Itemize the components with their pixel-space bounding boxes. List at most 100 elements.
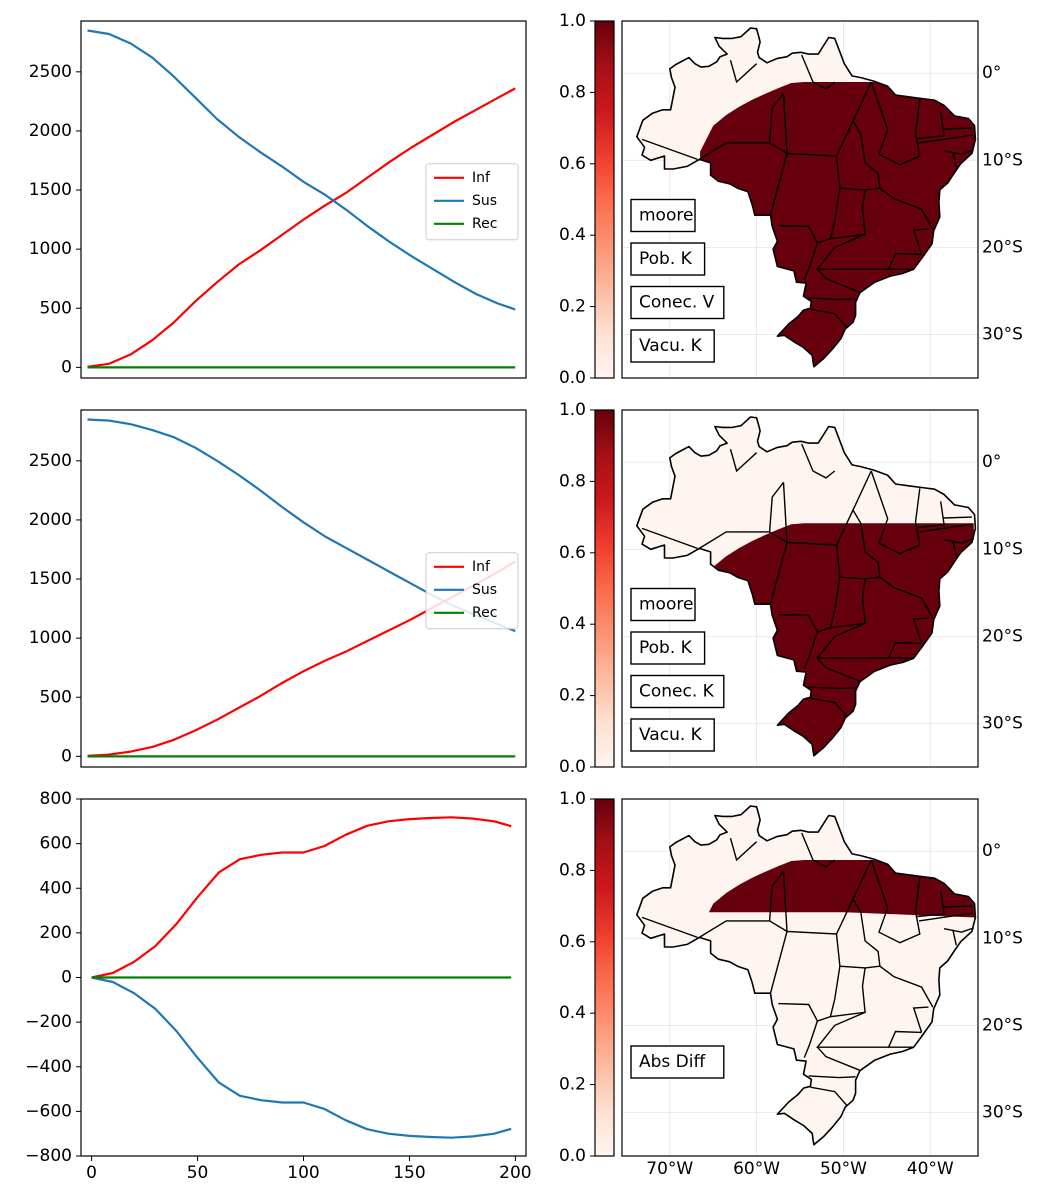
plot-frame [80, 20, 527, 379]
y-tick-label: 0 [61, 968, 72, 988]
state-border [808, 686, 856, 690]
annotation-box [630, 587, 696, 622]
series-line-sus [87, 29, 516, 311]
state-border [641, 527, 698, 550]
map-frame [621, 798, 979, 1157]
state-border [810, 1086, 848, 1106]
lat-tick-label: 0° [982, 452, 1001, 472]
annotation-box [630, 1045, 725, 1079]
y-tick-label: 2000 [29, 510, 72, 530]
colorbar-tick-label: 0.6 [559, 154, 586, 174]
legend: Inf Sus Rec [425, 552, 519, 630]
state-border [810, 697, 848, 717]
state-border [952, 151, 957, 168]
state-border [778, 966, 841, 1022]
annotation-box [630, 718, 715, 752]
legend-label-sus: Sus [472, 582, 497, 598]
state-border [943, 516, 972, 519]
colorbar-tick-label: 0.4 [559, 614, 586, 634]
lon-tick-label: 70°W [646, 1159, 693, 1179]
colorbar-gradient [594, 798, 615, 1157]
state-border [698, 142, 788, 160]
annotation-box [630, 285, 725, 320]
y-tick-label: 500 [40, 687, 72, 707]
state-border [698, 920, 788, 938]
colorbar-gradient [594, 409, 615, 768]
map-panel-2: 0° 10°S 20°S 30°S moore Pob. K Conec. K Vacu. K [621, 409, 1023, 768]
state-border [918, 523, 973, 533]
x-tick-label: 100 [287, 1163, 319, 1183]
colorbar-tick-label: 0.8 [559, 860, 586, 880]
state-border [801, 443, 836, 479]
x-tick-label: 200 [499, 1163, 531, 1183]
y-tick-label: 500 [40, 298, 72, 318]
map-frame [621, 20, 979, 379]
y-tick-label: 2500 [29, 62, 72, 82]
colorbar-tick-label: 0.2 [559, 686, 586, 706]
line-panel-3: −800 −600 −400 −200 0 200 400 600 800 0 50 100 150 20… [25, 789, 531, 1183]
colorbar-tick-label: 0.0 [559, 1146, 586, 1166]
colorbar-tick-label: 1.0 [559, 11, 586, 31]
state-border [835, 933, 880, 969]
lat-tick-label: 20°S [982, 237, 1023, 257]
annotation-box [630, 631, 706, 665]
legend-label-inf: Inf [472, 559, 491, 575]
state-border [870, 470, 921, 555]
series-line-inf [91, 816, 512, 979]
state-border [641, 138, 698, 161]
y-tick-label: 600 [40, 834, 72, 854]
plot-frame [80, 409, 527, 768]
y-tick-label: 200 [40, 923, 72, 943]
annotation-label: moore [639, 206, 693, 226]
state-border [768, 92, 785, 143]
line-panel-2: 0 500 1000 1500 2000 2500 Inf Sus Rec [29, 409, 527, 768]
lat-tick-label: 20°S [982, 1015, 1023, 1035]
state-border [801, 832, 836, 868]
state-border [768, 481, 785, 532]
series-line-sus [91, 976, 512, 1139]
lat-tick-label: 30°S [982, 324, 1023, 344]
y-tick-label: 2000 [29, 121, 72, 141]
annotation-box [630, 242, 706, 276]
state-border [852, 898, 881, 967]
state-border [835, 155, 880, 191]
legend-label-rec: Rec [472, 605, 497, 621]
state-border [830, 189, 866, 240]
brazil-outline [635, 416, 977, 757]
state-border [912, 228, 929, 255]
state-border [830, 967, 866, 1018]
annotation-box [630, 198, 696, 233]
colorbar-3: 0.0 0.2 0.4 0.6 0.8 1.0 [559, 789, 615, 1166]
state-border [768, 870, 785, 921]
series-line-inf [87, 87, 516, 368]
state-border [769, 542, 788, 605]
state-border [952, 929, 957, 946]
state-border [769, 153, 788, 216]
colorbar-tick-label: 0.6 [559, 543, 586, 563]
x-tick-label: 150 [393, 1163, 425, 1183]
state-border [879, 576, 934, 619]
state-border [943, 149, 974, 155]
legend-label-sus: Sus [472, 193, 497, 209]
state-border [729, 60, 758, 84]
annotation-label: Vacu. K [639, 725, 703, 745]
colorbar-tick-label: 0.2 [559, 1075, 586, 1095]
line-panel-1: 0 500 1000 1500 2000 2500 Inf Sus Rec [29, 20, 527, 379]
state-border [803, 1020, 819, 1058]
state-border [835, 544, 880, 580]
state-border [778, 577, 841, 633]
colorbar-tick-label: 0.4 [559, 225, 586, 245]
y-tick-label: 1000 [29, 239, 72, 259]
y-tick-label: −600 [25, 1101, 72, 1121]
state-border [810, 308, 848, 328]
colorbar-2: 0.0 0.2 0.4 0.6 0.8 1.0 [559, 400, 615, 777]
lat-tick-label: 30°S [982, 1102, 1023, 1122]
state-border [808, 1075, 856, 1079]
x-tick-label: 50 [187, 1163, 209, 1183]
legend-box [425, 552, 519, 630]
map-panel-1: 0° 10°S 20°S 30°S moore Pob. K Conec. V Vacu. K [621, 20, 1023, 379]
colorbar-tick-label: 1.0 [559, 789, 586, 809]
state-border [917, 890, 945, 918]
state-border [852, 509, 881, 578]
colorbar-tick-label: 1.0 [559, 400, 586, 420]
